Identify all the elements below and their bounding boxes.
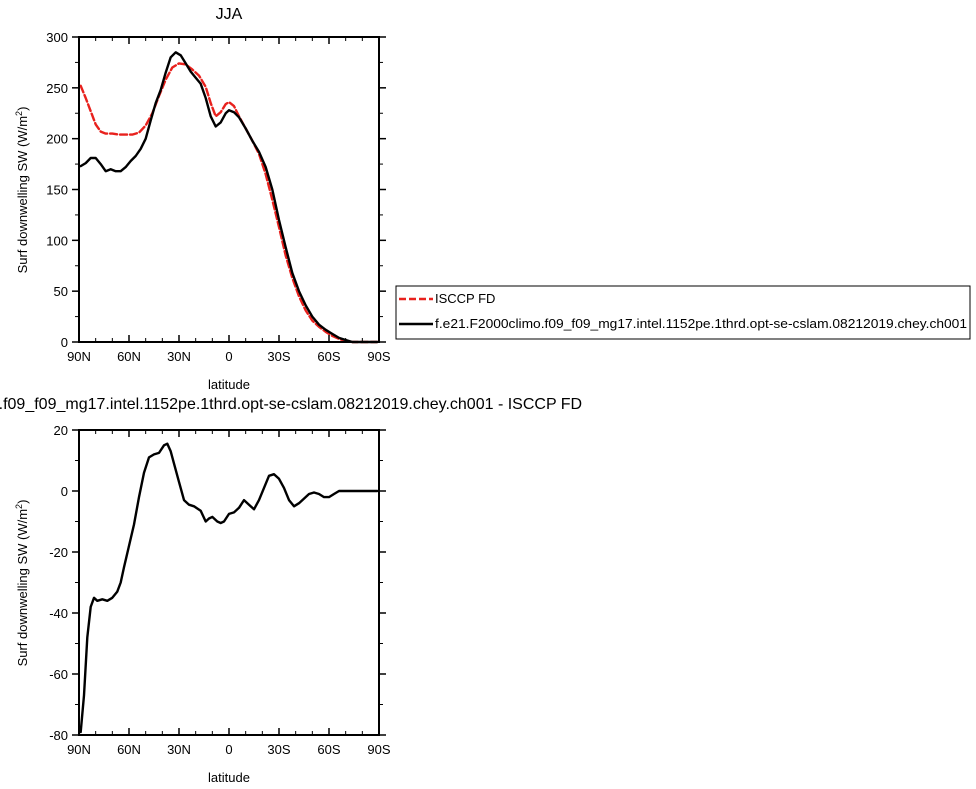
bottom-series-line-difference [79,442,379,734]
bottom-x-tick-label: 90S [367,742,390,757]
top-y-axis-label: Surf downwelling SW (W/m2) [14,107,30,274]
bottom-y-tick-label: -60 [49,667,68,682]
bottom-y-axis-label-main: Surf downwelling SW (W/m [15,509,30,666]
top-x-axis-label: latitude [208,377,250,392]
bottom-y-axis-label-close: ) [15,500,30,504]
bottom-y-tick-label: 20 [54,423,68,438]
bottom-title: f.e21.F2000climo.f09_f09_mg17.intel.1152… [0,396,582,413]
top-y-axis-label-main: Surf downwelling SW (W/m [15,116,30,273]
top-y-tick-label: 300 [46,30,68,45]
top-y-axis-label-superscript: 2 [14,111,24,116]
bottom-y-tick-label: 0 [61,484,68,499]
bottom-x-tick-label: 60S [317,742,340,757]
top-x-tick-label: 90N [67,349,91,364]
top-series-line-isccp-fd [79,62,379,344]
top-y-tick-label: 150 [46,183,68,198]
top-y-tick-label: 200 [46,132,68,147]
bottom-y-axis-label: Surf downwelling SW (W/m2) [14,500,30,667]
top-title: JJA [216,6,243,23]
bottom-panel: f.e21.F2000climo.f09_f09_mg17.intel.1152… [0,396,582,785]
bottom-x-tick-label: 60N [117,742,141,757]
top-x-tick-label: 90S [367,349,390,364]
bottom-x-tick-label: 30S [267,742,290,757]
top-x-tick-label: 30S [267,349,290,364]
bottom-y-tick-label: -80 [49,728,68,743]
top-y-tick-label: 0 [61,335,68,350]
bottom-x-tick-label: 30N [167,742,191,757]
top-y-tick-label: 250 [46,81,68,96]
top-x-tick-label: 60S [317,349,340,364]
bottom-series-group [79,442,379,734]
top-panel: JJA 90N 60N 30N 0 30S 60S 90S 0 50 100 150 200 250 30… [14,6,971,392]
top-tick-group: 90N 60N 30N 0 30S 60S 90S 0 50 100 150 200 250 300 [46,30,391,364]
bottom-plot-frame [78,429,380,736]
bottom-y-tick-label: -20 [49,545,68,560]
bottom-tick-group: 90N 60N 30N 0 30S 60S 90S -80 -60 -40 -20 0 20 [49,423,391,757]
top-x-tick-label: 0 [225,349,232,364]
legend-label-model: f.e21.F2000climo.f09_f09_mg17.intel.1152… [435,317,967,331]
top-series-group [79,51,379,344]
bottom-x-axis-label: latitude [208,770,250,785]
legend-label-isccp: ISCCP FD [435,291,495,306]
bottom-y-axis-label-superscript: 2 [14,504,24,509]
top-y-tick-label: 50 [54,284,68,299]
bottom-x-tick-label: 90N [67,742,91,757]
top-series-line-model [79,51,379,344]
top-x-tick-label: 30N [167,349,191,364]
legend: ISCCP FD f.e21.F2000climo.f09_f09_mg17.i… [395,285,971,340]
legend-box [395,285,971,340]
top-plot-frame [78,36,380,343]
top-y-tick-label: 100 [46,233,68,248]
top-x-tick-label: 60N [117,349,141,364]
bottom-y-tick-label: -40 [49,606,68,621]
top-y-axis-label-close: ) [15,107,30,111]
bottom-x-tick-label: 0 [225,742,232,757]
